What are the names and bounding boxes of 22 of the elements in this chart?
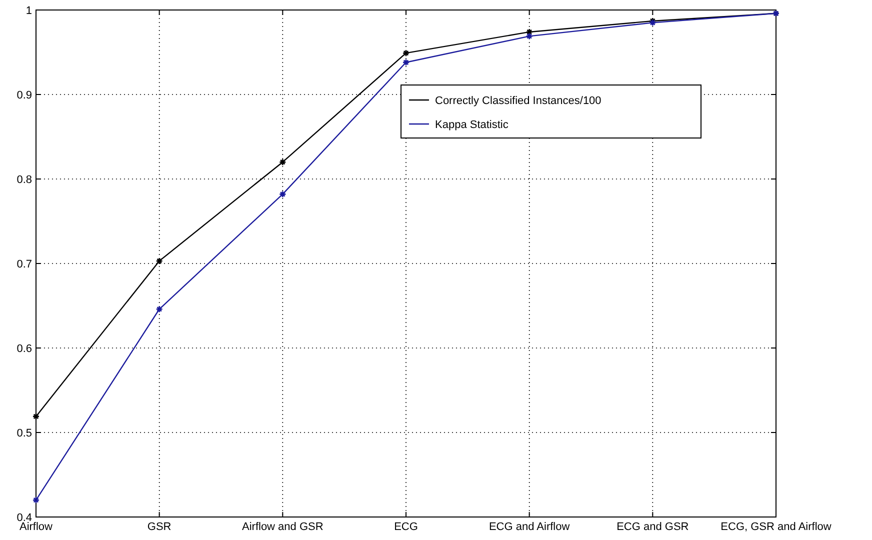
y-tick-label: 0.6: [16, 342, 32, 355]
x-tick-label: ECG and Airflow: [488, 521, 570, 533]
x-tick-label: Airflow and GSR: [242, 521, 324, 533]
x-tick-label: Airflow: [19, 521, 53, 533]
point: [156, 257, 163, 265]
y-tick-label: 1: [26, 4, 32, 17]
y-tick-label: 0.8: [16, 174, 32, 186]
point: [156, 305, 163, 313]
legend-label: Correctly Classified Instances/100: [435, 94, 602, 107]
x-tick-label: GSR: [147, 521, 172, 533]
legend-label: Kappa Statistic: [435, 118, 509, 131]
y-tick-label: 0.7: [16, 258, 32, 270]
point: [402, 49, 410, 57]
x-tick-label: ECG, GSR and Airflow: [720, 521, 832, 533]
point: [402, 58, 410, 66]
y-tick-label: 0.9: [16, 89, 32, 102]
y-tick-label: 0.5: [16, 427, 32, 440]
x-tick-label: ECG: [394, 521, 418, 533]
point: [279, 190, 286, 198]
point: [526, 32, 533, 40]
x-tick-label: ECG and GSR: [616, 521, 689, 533]
point: [279, 158, 286, 166]
